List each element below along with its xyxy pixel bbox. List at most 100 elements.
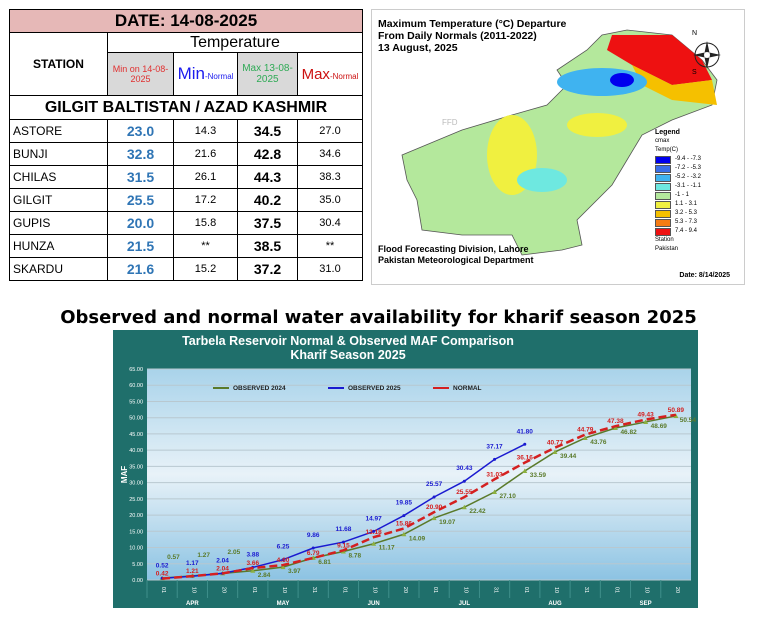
data-label: 49.43	[638, 412, 655, 419]
data-label: 6.81	[318, 559, 331, 566]
map-graphic: N S FFD	[401, 29, 721, 256]
station-name: ASTORE	[9, 119, 108, 143]
temperature-departure-map: N S FFD Maximum Temperature (°C) Departu…	[371, 9, 745, 285]
legend-swatch	[655, 191, 671, 200]
x-tick-label: 01	[432, 587, 438, 593]
chart-title-1: Tarbela Reservoir Normal & Observed MAF …	[182, 334, 514, 348]
data-label: 1.17	[186, 560, 199, 567]
data-point	[582, 435, 588, 440]
legend-label: -1 - 1	[675, 192, 690, 198]
data-point	[492, 489, 498, 495]
y-tick-label: 30.00	[129, 481, 143, 487]
y-axis-label: MAF	[120, 466, 129, 483]
min-normal-value: 21.6	[173, 142, 238, 166]
x-tick-label: 31	[493, 587, 499, 593]
map-title: Maximum Temperature (°C) Departure From D…	[378, 18, 566, 54]
data-label: 33.59	[530, 472, 547, 479]
legend-label: 1.1 - 3.1	[675, 201, 698, 207]
data-label: 0.42	[156, 571, 169, 578]
legend-swatch	[655, 227, 671, 236]
month-label: AUG	[548, 601, 562, 607]
x-tick-label: 20	[402, 587, 408, 593]
plot-area	[147, 369, 691, 580]
x-tick-label: 01	[251, 587, 257, 593]
chart-legend-label: OBSERVED 2025	[348, 385, 401, 392]
cold-region	[557, 68, 647, 96]
data-point	[461, 504, 467, 510]
min-normal-value: 14.3	[173, 119, 238, 143]
legend-label: -7.2 - -5.3	[675, 165, 702, 171]
legend-sub: cmax	[655, 138, 670, 144]
series-line-observed-2024	[162, 415, 677, 579]
data-label: 48.69	[651, 423, 668, 430]
y-tick-label: 65.00	[129, 367, 143, 373]
min-normal-value: 17.2	[173, 188, 238, 212]
hot-region	[607, 35, 712, 85]
table-row: GILGIT 25.5 17.2 40.2 35.0	[9, 188, 363, 212]
y-tick-label: 45.00	[129, 432, 143, 438]
chart-subtitle: Kharif Season 2025	[290, 348, 406, 362]
x-tick-label: 10	[462, 587, 468, 593]
legend-item: -7.2 - -5.3	[655, 164, 701, 173]
data-label: 15.86	[396, 521, 413, 528]
legend-title: Legend	[655, 129, 680, 136]
station-name: CHILAS	[9, 165, 108, 189]
legend-label: -9.4 - -7.3	[675, 156, 702, 162]
x-tick-label: 31	[311, 587, 317, 593]
legend-item: -3.1 - -1.1	[655, 182, 701, 191]
y-tick-label: 15.00	[129, 529, 143, 535]
data-label: 14.97	[366, 515, 383, 522]
min-value: 21.5	[107, 234, 174, 258]
temperature-table: DATE: 14-08-2025 STATION Temperature Min…	[9, 9, 363, 281]
legend-item: 7.4 - 9.4	[655, 227, 701, 236]
x-tick-label: 01	[160, 587, 166, 593]
station-name: GILGIT	[9, 188, 108, 212]
x-tick-label: 10	[281, 587, 287, 593]
legend-label: -5.2 - -3.2	[675, 174, 702, 180]
data-label: 36.16	[517, 455, 534, 462]
data-label: 44.79	[577, 427, 594, 434]
data-label: 22.42	[469, 508, 486, 515]
data-label: 6.79	[307, 550, 320, 557]
data-point	[250, 568, 256, 573]
data-label: 11.17	[379, 545, 395, 552]
data-label: 50.89	[668, 407, 685, 414]
data-point	[372, 529, 376, 533]
data-point	[552, 449, 558, 454]
data-label: 9.86	[307, 532, 320, 539]
data-label: 19.85	[396, 500, 413, 507]
legend-unit: Temp(C)	[655, 147, 679, 153]
legend-swatch	[655, 155, 671, 164]
y-tick-label: 40.00	[129, 448, 143, 454]
y-tick-label: 25.00	[129, 497, 143, 503]
min-value: 21.6	[107, 257, 174, 281]
max-normal-value: 30.4	[297, 211, 363, 235]
table-row: SKARDU 21.6 15.2 37.2 31.0	[9, 257, 363, 281]
station-name: GUPIS	[9, 211, 108, 235]
data-label: 0.52	[156, 562, 169, 569]
map-title-1: Maximum Temperature (°C) Departure	[378, 18, 567, 30]
min-normal-value: 15.8	[173, 211, 238, 235]
chart-svg: 0.00 5.00 10.00 15.00 20.00 25.00 30.00 35.00 40…	[120, 367, 696, 607]
data-point	[432, 495, 436, 499]
chart-legend-label: OBSERVED 2024	[233, 385, 286, 392]
legend-item: 1.1 - 3.1	[655, 200, 701, 209]
chart-legend-label: NORMAL	[453, 385, 482, 392]
data-label: 3.66	[246, 560, 259, 567]
series-line-normal	[162, 413, 677, 580]
data-label: 1.27	[197, 552, 210, 559]
data-label: 37.17	[486, 443, 503, 450]
date-header: DATE: 14-08-2025	[9, 9, 363, 33]
data-point	[523, 442, 527, 446]
tarbela-chart: 0.00 5.00 10.00 15.00 20.00 25.00 30.00 35.00 40…	[113, 330, 698, 608]
warm-band	[632, 65, 717, 105]
min-normal-value: **	[173, 234, 238, 258]
legend-swatch	[655, 209, 671, 218]
data-label: 30.43	[456, 465, 473, 472]
month-label: JUL	[459, 601, 471, 607]
data-label: 41.80	[517, 428, 534, 435]
max-value: 34.5	[237, 119, 298, 143]
max-normal-big: Max	[301, 65, 330, 83]
data-label: 47.38	[607, 418, 624, 425]
legend-label: 3.2 - 5.3	[675, 210, 698, 216]
